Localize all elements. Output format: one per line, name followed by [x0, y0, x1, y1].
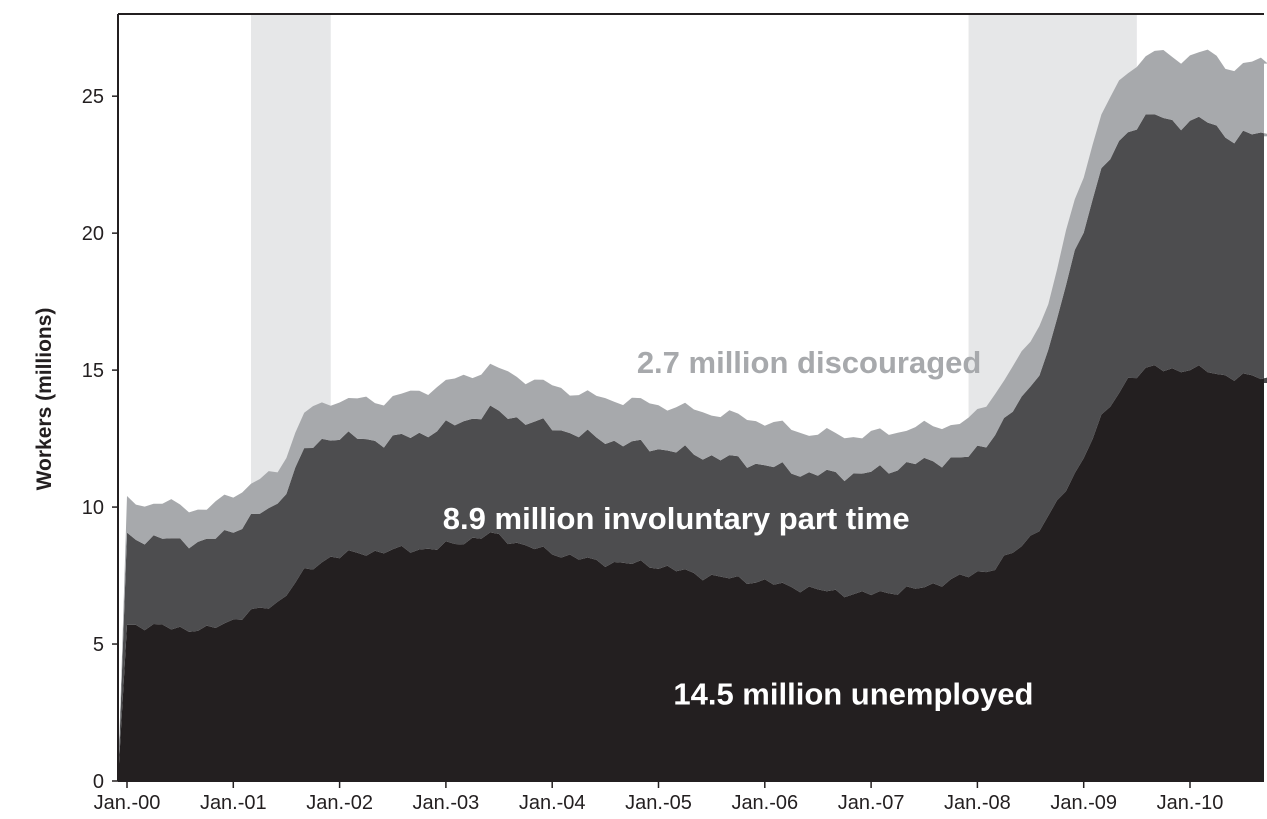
area-involuntary-part-time	[118, 114, 1267, 781]
x-tick-label: Jan.-02	[306, 792, 373, 814]
annotation-1: 14.5 million unemployed	[673, 676, 1033, 711]
y-tick-label: 5	[93, 634, 104, 656]
y-tick-label: 25	[82, 86, 104, 108]
annotation-3: 2.7 million discouraged	[637, 345, 982, 380]
annotation-2: 8.9 million involuntary part time	[443, 501, 910, 536]
annotations: 14.5 million unemployed 8.9 million invol…	[443, 345, 1034, 711]
y-tick-label: 0	[93, 771, 104, 793]
y-tick-label: 15	[82, 360, 104, 382]
axes: 0 5 10 15 20 25 Jan.-00 Jan.-01 Jan.-02 Jan.-03 Ja…	[82, 13, 1264, 814]
x-tick-label: Jan.-01	[200, 792, 267, 814]
x-tick-label: Jan.-09	[1050, 792, 1117, 814]
x-tick-label: Jan.-03	[413, 792, 480, 814]
y-axis-label: Workers (millions)	[33, 308, 56, 491]
x-tick-label: Jan.-00	[94, 792, 161, 814]
stacked-areas	[118, 49, 1267, 781]
x-tick-label: Jan.-04	[519, 792, 586, 814]
y-tick-label: 20	[82, 223, 104, 245]
area-unemployed	[118, 365, 1267, 781]
area-discouraged	[118, 49, 1267, 781]
x-tick-label: Jan.-05	[625, 792, 692, 814]
x-tick-label: Jan.-07	[838, 792, 905, 814]
x-tick-label: Jan.-06	[731, 792, 798, 814]
x-tick-label: Jan.-08	[944, 792, 1011, 814]
y-tick-label: 10	[82, 497, 104, 519]
x-tick-label: Jan.-10	[1157, 792, 1224, 814]
